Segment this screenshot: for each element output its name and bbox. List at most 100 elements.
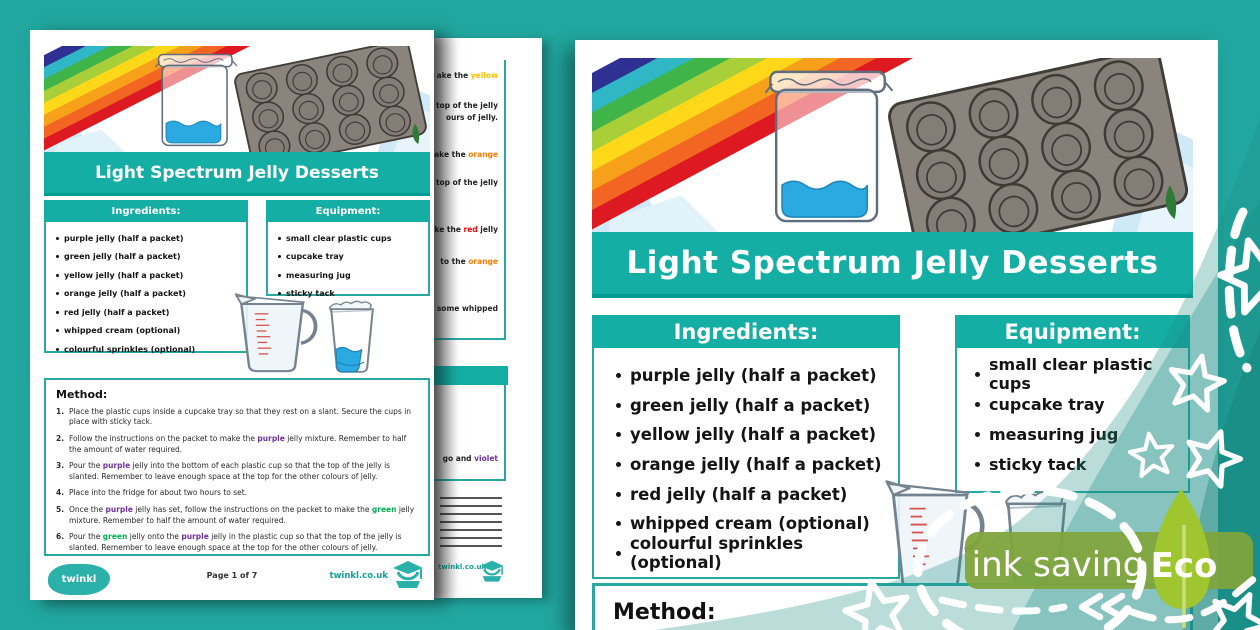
list-item: small clear plastic cups [278,229,424,248]
list-item-label: colourful sprinkles (optional) [630,534,804,573]
text-segment: to the [440,257,469,266]
list-item: purple jelly (half a packet) [616,361,892,391]
page2-website-link[interactable]: twinkl.co.uk [438,563,487,571]
text-segment: red [463,225,478,234]
list-item: green jelly (half a packet) [616,391,892,421]
text-segment: jelly mixture. Remember to half the amou… [69,504,415,525]
text-segment: Pour the [69,531,103,541]
list-item-label: whipped cream (optional) [630,514,870,534]
twinkl-crest-logo [391,559,425,590]
page2-method-box-edge [434,60,506,340]
text-segment: ke the [434,225,464,234]
bullet-dot [616,402,621,408]
method-box: Method: [592,583,1193,630]
text-segment: ake the [436,71,471,80]
list-item: cupcake tray [975,389,1184,419]
list-item: orange jelly (half a packet) [616,450,892,480]
list-item-label: yellow jelly (half a packet) [630,425,876,445]
page2-text-fragment: ours of jelly. [446,113,498,122]
bullet-dot [56,292,59,296]
list-item-label: colourful sprinkles (optional) [64,344,196,354]
rainbow-spectrum-illustration [592,58,1193,232]
text-segment: orange [468,150,498,159]
equipment-list: small clear plastic cups cupcake tray meas… [266,222,430,299]
worksheet-page-2-sheet: ake the yellow top of the jelly ours of je… [434,38,542,598]
page2-text-fragment: ake the orange [434,150,498,159]
step-text: Place into the fridge for about two hour… [69,488,418,499]
list-item-label: small clear plastic cups [989,355,1153,393]
list-item: colourful sprinkles (optional) [616,534,892,572]
bullet-dot [616,373,621,379]
bullet-dot [975,371,980,377]
list-item-label: orange jelly (half a packet) [630,455,882,475]
text-segment: purple [102,461,131,470]
list-item-label: measuring jug [286,270,351,280]
bullet-dot [975,431,980,437]
text-segment: jelly in the plastic cup so that the top… [69,531,402,552]
text-segment: Place the plastic cups inside a cupcake … [69,406,412,427]
method-header: Method: [56,388,108,401]
page2-text-fragment: ake the yellow [437,71,498,80]
text-segment: jelly [477,225,498,234]
method-step: 5. Once the purple jelly has set, follow … [56,505,418,527]
list-item: red jelly (half a packet) [56,303,242,322]
list-item-label: cupcake tray [989,394,1105,414]
method-step: 4. Place into the fridge for about two ho… [56,488,418,499]
bullet-dot [56,310,59,314]
text-segment: jelly mixture. Remember to half the amou… [69,433,407,454]
list-item-label: green jelly (half a packet) [64,252,181,262]
text-segment: ake the [434,150,469,159]
step-text: Pour the purple jelly into the bottom of… [69,461,418,483]
measuring-jug-illustration [875,470,990,595]
text-segment: top of the jelly [435,178,498,187]
star-icon [1214,232,1260,316]
page2-text-fragment: ke the red jelly [434,225,498,234]
list-item: orange jelly (half a packet) [56,285,242,304]
page-title: Light Spectrum Jelly Desserts [44,152,430,196]
list-item-label: yellow jelly (half a packet) [64,270,184,280]
bullet-dot [616,462,621,468]
list-item-label: purple jelly (half a packet) [630,366,877,386]
step-number: 1. [56,406,65,416]
list-item-label: small clear plastic cups [286,233,392,243]
plastic-cup-illustration [328,300,374,373]
ingredients-header: Ingredients: [592,315,900,348]
ingredients-list: purple jelly (half a packet) green jelly … [44,222,248,354]
website-link[interactable]: twinkl.co.uk [329,571,389,581]
bullet-dot [616,432,621,438]
twinkl-cloud-logo: twinkl [48,564,110,595]
equipment-header: Equipment: [266,200,430,222]
page2-text-fragment: top of the jelly [436,101,498,110]
list-item: measuring jug [278,266,424,285]
list-item: green jelly (half a packet) [56,248,242,267]
worksheet-page-1-zoomed: Light Spectrum Jelly Desserts Ingredient… [575,40,1218,630]
page2-text-fragment: top of the jelly [436,178,498,187]
bullet-dot [56,347,59,351]
dashed-arc-right [1224,207,1252,373]
bullet-dot [56,255,59,259]
list-item: measuring jug [975,419,1184,449]
text-segment: green [371,504,397,514]
bullet-dot [278,292,281,296]
bullet-dot [278,273,281,277]
list-item-label: sticky tack [286,289,335,299]
list-item-label: cupcake tray [286,252,344,262]
ingredients-header: Ingredients: [44,200,248,222]
measuring-jug-illustration [233,292,318,374]
list-item-label: measuring jug [989,424,1119,444]
list-item-label: purple jelly (half a packet) [64,233,184,243]
bullet-dot [616,550,621,556]
page-title: Light Spectrum Jelly Desserts [592,232,1193,298]
page2-text-fragment: some whipped [437,304,498,313]
list-item: cupcake tray [278,248,424,267]
bullet-dot [56,329,59,333]
bullet-dot [278,236,281,240]
bullet-dot [56,236,59,240]
bullet-dot [616,521,621,527]
method-step: 3. Pour the purple jelly into the bottom … [56,461,418,483]
list-item: yellow jelly (half a packet) [616,420,892,450]
rainbow-spectrum-illustration [44,46,430,152]
step-number: 4. [56,488,65,498]
list-item: small clear plastic cups [975,355,1184,393]
text-segment: green [102,531,128,541]
